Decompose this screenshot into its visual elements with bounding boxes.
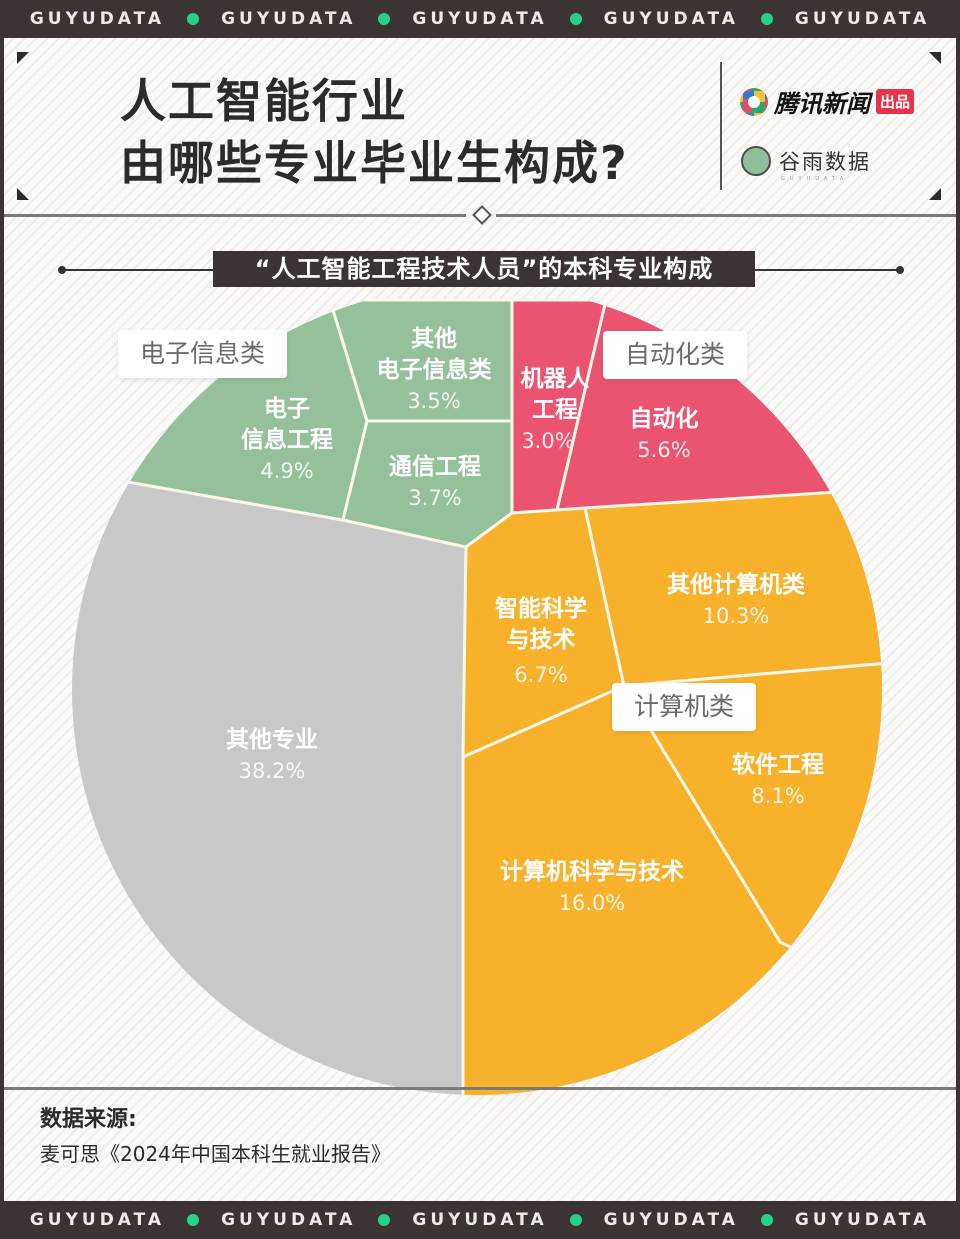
banner-word: GUYUDATA [412,1210,548,1230]
divider-right [496,214,956,217]
group-tag-electronic: 电子信息类 [118,330,288,378]
rule-dot-icon [58,266,66,274]
divider-source [4,1087,956,1090]
pct-value: 38.2% [238,759,306,783]
pct-value: 3.7% [408,486,462,510]
pct-value: 8.1% [751,784,805,808]
guyu-data-brand: 谷雨数据 GUYUDATA [741,146,871,182]
guyu-name: 谷雨数据 [779,150,871,174]
top-banner: GUYUDATA GUYUDATA GUYUDATA GUYUDATA GUYU… [0,0,960,38]
source-heading: 数据来源: [40,1107,137,1132]
label-telecom-engineering: 通信工程 3.7% [389,452,481,514]
group-tag-automation: 自动化类 [603,331,748,379]
dot-icon [760,1214,773,1226]
pct-value: 4.9% [260,459,314,483]
title-line-2: 由哪些专业毕业生构成? [120,136,629,190]
produced-badge: 出品 [876,89,915,114]
pct-value: 10.3% [702,604,770,628]
divider-left [4,214,466,217]
banner-word: GUYUDATA [29,9,166,29]
page-title: 人工智能行业 由哪些专业毕业生构成? [120,70,629,194]
slice-other-computer [583,486,882,688]
label-other-computer: 其他计算机类 10.3% [667,570,805,632]
bottom-banner: GUYUDATA GUYUDATA GUYUDATA GUYUDATA GUYU… [0,1201,960,1239]
label-other-electronic: 其他 电子信息类 3.5% [377,324,492,417]
pct-value: 3.5% [407,389,461,413]
title-line-1: 人工智能行业 [120,74,408,128]
pct-value: 6.7% [514,663,568,687]
label-other-majors: 其他专业 38.2% [226,725,318,787]
label-intelligent-science: 智能科学 与技术 6.7% [495,594,587,691]
banner-word: GUYUDATA [221,9,357,29]
corner-triangle-icon [929,52,941,64]
banner-word: GUYUDATA [29,1210,166,1230]
guyu-bird-logo-icon [741,146,771,176]
banner-word: GUYUDATA [412,9,548,29]
group-tag-computer: 计算机类 [612,683,757,731]
chart-subtitle: “人工智能工程技术人员”的本科专业构成 [213,251,755,287]
tencent-news-name: 腾讯新闻 [774,90,870,118]
label-electronic-info-engineering: 电子 信息工程 4.9% [241,394,333,487]
pct-value: 5.6% [637,438,691,462]
label-automation: 自动化 5.6% [630,404,699,466]
dot-icon [187,1214,200,1226]
subtitle-rule-left [62,269,213,271]
banner-word: GUYUDATA [794,9,931,29]
guyu-subname: GUYUDATA [781,176,849,182]
dot-icon [378,13,391,25]
dot-icon [569,1214,582,1226]
divider-vertical [720,62,722,190]
dot-icon [569,13,582,25]
label-software-engineering: 软件工程 8.1% [732,750,824,812]
banner-word: GUYUDATA [603,9,739,29]
dot-icon [378,1214,391,1226]
banner-word: GUYUDATA [794,1210,931,1230]
source-text: 麦可思《2024年中国本科生就业报告》 [40,1142,391,1166]
tencent-news-logo-icon [740,87,768,116]
dot-icon [760,13,773,25]
label-computer-science: 计算机科学与技术 16.0% [500,857,684,919]
rule-dot-icon [896,266,904,274]
banner-word: GUYUDATA [603,1210,739,1230]
pct-value: 16.0% [558,891,626,915]
tencent-news-brand: 腾讯新闻 出品 [740,84,915,119]
pct-value: 3.0% [521,429,575,453]
corner-triangle-icon [929,188,941,200]
label-robotics-engineering: 机器人 工程 3.0% [521,364,590,457]
subtitle-rule-right [755,269,900,271]
corner-triangle-icon [17,52,29,64]
corner-triangle-icon [17,188,29,200]
corner-marks [17,52,941,200]
dot-icon [187,13,200,25]
banner-word: GUYUDATA [221,1210,357,1230]
